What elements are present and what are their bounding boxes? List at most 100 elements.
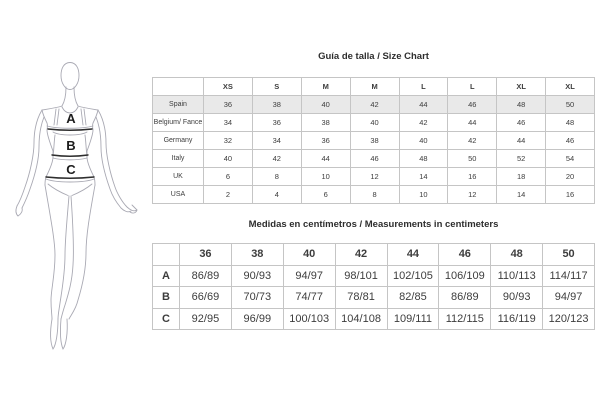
table-row: Germany 32 34 36 38 40 42 44 46 [152,131,595,150]
right-leg [60,184,96,320]
value-cell: 110/113 [490,264,544,287]
value-cell: 16 [545,185,595,204]
value-cell: 54 [545,149,595,168]
value-cell: 44 [398,95,449,114]
neckline [61,106,79,114]
value-cell: 109/111 [386,307,440,330]
left-arm [16,109,45,209]
value-cell: 42 [349,95,400,114]
column-header: S [251,77,302,96]
row-label: Italy [152,149,204,168]
column-header: XS [203,77,253,96]
value-cell: 52 [496,149,547,168]
value-cell: 8 [251,167,302,186]
header-row: 36 38 40 42 44 46 48 50 [152,243,595,266]
shoulders [41,105,99,111]
bust-label: A [66,111,76,126]
bust-measure-line [47,128,93,131]
value-cell: 90/93 [230,264,284,287]
value-cell: 94/97 [542,286,595,309]
value-cell: 14 [398,167,449,186]
value-cell: 46 [447,95,498,114]
measurements-title: Medidas en centímetros / Measurements in… [248,219,499,230]
value-cell: 74/77 [282,286,336,309]
hip-measure-line [45,176,95,179]
value-cell: 16 [447,167,498,186]
value-cell: 12 [447,185,498,204]
value-cell: 36 [251,113,302,132]
column-header: 50 [542,243,595,266]
value-cell: 114/117 [542,264,595,287]
value-cell: 90/93 [490,286,544,309]
value-cell: 38 [300,113,351,132]
underbust-lines [52,131,88,157]
value-cell: 32 [203,131,253,150]
torso-left [41,109,54,186]
column-header: M [300,77,351,96]
column-header: 40 [282,243,336,266]
measurements-table: 36 38 40 42 44 46 48 50 A 86/89 90/93 94/97 98/101 10… [152,243,595,330]
size-chart-table: XS S M M L L XL XL Spain 36 38 40 42 44 46 48 50 Belgium/… [152,77,595,204]
value-cell: 116/119 [490,307,544,330]
value-cell: 42 [447,131,498,150]
torso-right [86,109,99,186]
body-measurement-figure: A B C [15,62,138,350]
table-row: A 86/89 90/93 94/97 98/101 102/105 106/109 110/… [152,264,595,287]
waist-label: B [66,138,75,153]
value-cell: 92/95 [179,307,232,330]
column-header: 44 [386,243,440,266]
value-cell: 94/97 [282,264,336,287]
value-cell: 4 [251,185,302,204]
left-leg [44,184,70,320]
value-cell: 34 [251,131,302,150]
row-label: Germany [152,131,204,150]
value-cell: 48 [496,95,547,114]
value-cell: 46 [545,131,595,150]
column-header: 48 [490,243,544,266]
waistband-line [52,157,88,161]
value-cell: 48 [545,113,595,132]
value-cell: 40 [300,95,351,114]
value-cell: 50 [447,149,498,168]
table-row: C 92/95 96/99 100/103 104/108 109/111 112/115 1… [152,307,595,330]
value-cell: 44 [300,149,351,168]
head [60,62,80,90]
column-header: 38 [230,243,284,266]
value-cell: 36 [203,95,253,114]
value-cell: 6 [300,185,351,204]
value-cell: 48 [398,149,449,168]
table-row: USA 2 4 6 8 10 12 14 16 [152,185,595,204]
value-cell: 46 [349,149,400,168]
value-cell: 20 [545,167,595,186]
neck [61,86,79,107]
value-cell: 96/99 [230,307,284,330]
row-label: B [152,286,180,309]
value-cell: 120/123 [542,307,595,330]
table-row: B 66/69 70/73 74/77 78/81 82/85 86/89 90/93 94/9… [152,286,595,309]
value-cell: 10 [398,185,449,204]
row-label: A [152,264,180,287]
corner-cell [152,243,180,266]
value-cell: 40 [203,149,253,168]
column-header: L [398,77,449,96]
value-cell: 42 [251,149,302,168]
value-cell: 14 [496,185,547,204]
value-cell: 104/108 [334,307,388,330]
left-foot [50,318,59,350]
value-cell: 18 [496,167,547,186]
value-cell: 40 [349,113,400,132]
value-cell: 100/103 [282,307,336,330]
value-cell: 70/73 [230,286,284,309]
value-cell: 82/85 [386,286,440,309]
column-header: L [447,77,498,96]
left-hand [15,205,23,217]
value-cell: 50 [545,95,595,114]
value-cell: 38 [349,131,400,150]
value-cell: 40 [398,131,449,150]
column-header: XL [545,77,595,96]
row-label: UK [152,167,204,186]
column-header: M [349,77,400,96]
value-cell: 2 [203,185,253,204]
value-cell: 38 [251,95,302,114]
